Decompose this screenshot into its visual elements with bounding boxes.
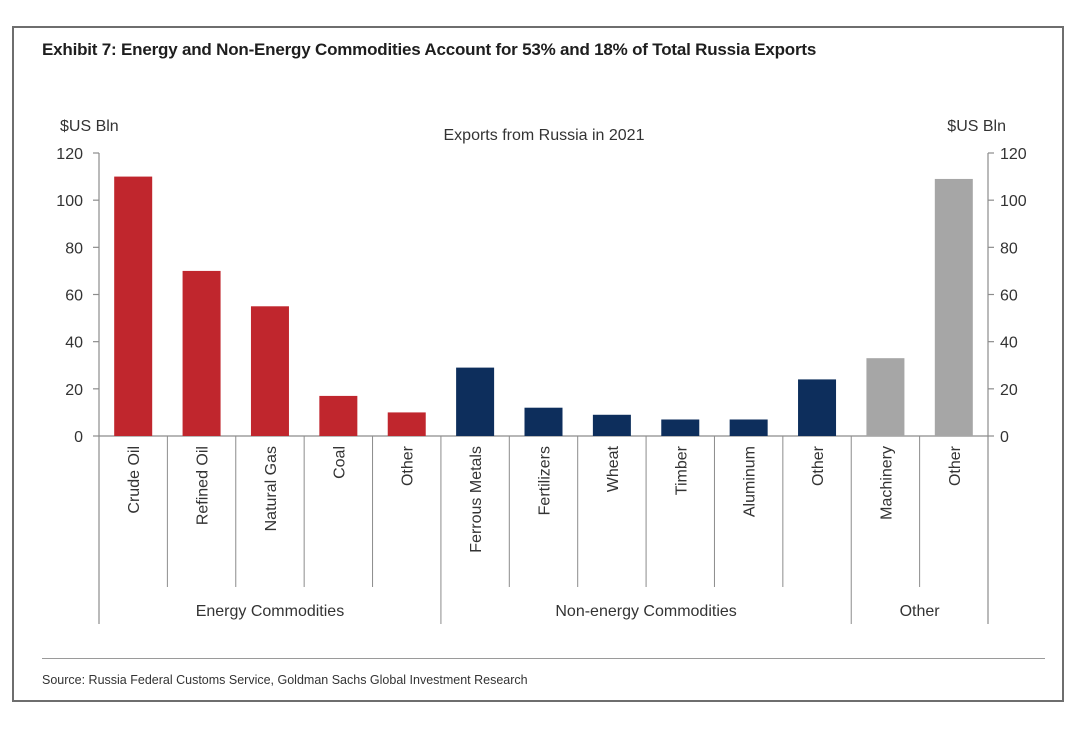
left-y-tick-label: 40 (65, 335, 83, 352)
left-y-tick-label: 80 (65, 240, 83, 257)
category-tick-label: Aluminum (742, 446, 759, 517)
category-tick-label: Timber (673, 445, 690, 495)
group-label: Other (900, 603, 941, 620)
category-tick-label: Other (947, 445, 964, 486)
right-y-tick-label: 120 (1000, 146, 1027, 163)
left-y-tick-label: 100 (56, 193, 83, 210)
left-y-tick-label: 0 (74, 429, 83, 446)
bar (934, 178, 973, 437)
right-y-tick-label: 100 (1000, 193, 1027, 210)
bar (182, 270, 221, 436)
right-y-tick-label: 20 (1000, 382, 1018, 399)
bar (592, 414, 631, 436)
group-label: Non-energy Commodities (555, 603, 736, 620)
category-labels: Crude Oil Refined Oil Natural Gas Coal Other… (126, 445, 964, 552)
category-tick-label: Crude Oil (126, 446, 143, 514)
bar (387, 412, 426, 436)
axes: 0 0 20 20 40 40 60 60 80 80 100 100 120 120 (56, 146, 1027, 624)
bars (114, 176, 973, 437)
bar (866, 358, 905, 436)
right-y-tick-label: 60 (1000, 288, 1018, 305)
category-tick-label: Fertilizers (537, 446, 554, 515)
bar (729, 419, 768, 436)
left-y-tick-label: 60 (65, 288, 83, 305)
bar (524, 407, 563, 436)
category-tick-label: Wheat (605, 445, 622, 492)
exhibit-title: Exhibit 7: Energy and Non-Energy Commodi… (42, 40, 817, 59)
right-y-tick-label: 0 (1000, 429, 1009, 446)
source-divider (42, 658, 1045, 659)
category-tick-label: Coal (331, 446, 348, 479)
source-note: Source: Russia Federal Customs Service, … (42, 673, 528, 687)
bar (661, 419, 700, 436)
right-axis-unit-label: $US Bln (947, 118, 1006, 135)
category-tick-label: Ferrous Metals (468, 446, 485, 553)
bar (114, 176, 153, 437)
category-tick-label: Machinery (878, 446, 895, 520)
left-y-tick-label: 20 (65, 382, 83, 399)
bar (456, 367, 495, 436)
left-y-tick-label: 120 (56, 146, 83, 163)
category-tick-label: Other (810, 445, 827, 486)
left-axis-unit-label: $US Bln (60, 118, 119, 135)
right-y-tick-label: 40 (1000, 335, 1018, 352)
bar (798, 379, 837, 436)
bar (319, 395, 358, 436)
chart-title: Exports from Russia in 2021 (444, 127, 645, 144)
bar (250, 306, 289, 436)
category-tick-label: Refined Oil (195, 446, 212, 525)
category-tick-label: Other (400, 445, 417, 486)
group-label: Energy Commodities (196, 603, 345, 620)
category-tick-label: Natural Gas (263, 446, 280, 531)
right-y-tick-label: 80 (1000, 240, 1018, 257)
group-labels: Energy Commodities Non-energy Commodities… (196, 587, 941, 624)
